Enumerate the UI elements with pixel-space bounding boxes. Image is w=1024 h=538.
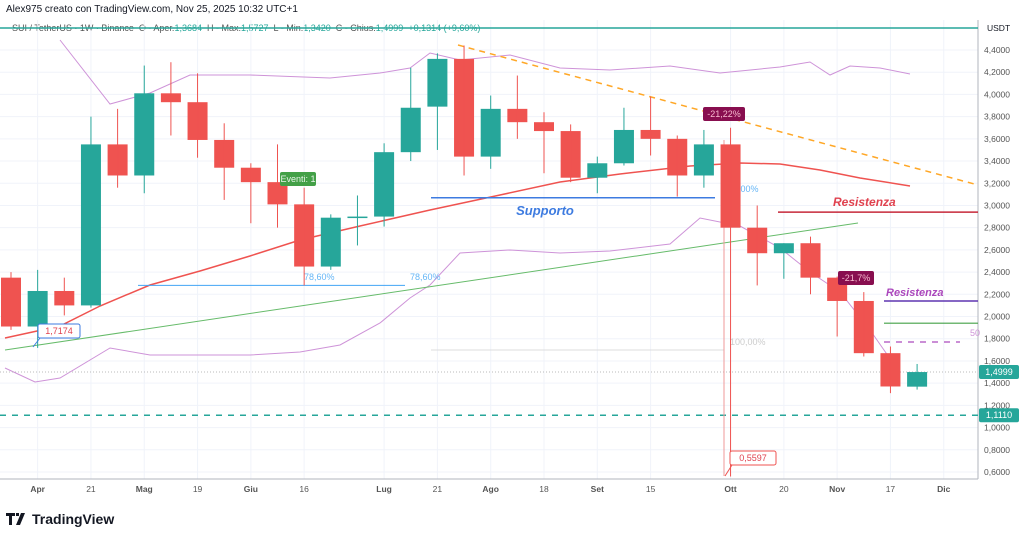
x-tick-label: Lug <box>376 484 392 494</box>
x-tick-label: Ago <box>482 484 499 494</box>
x-tick-label: Ott <box>724 484 736 494</box>
crash-low-tag: 0,5597 <box>729 450 777 466</box>
y-tick-label: 3,8000 <box>984 112 1010 122</box>
drop-label-2-box <box>838 271 874 285</box>
y-tick-label: 1,4000 <box>984 378 1010 388</box>
trendline-support <box>4 222 859 351</box>
low-price-tag: 1,7174 <box>37 323 81 339</box>
price-tag-box <box>979 365 1019 380</box>
bollinger-lower <box>4 217 901 383</box>
low-price-tag-box <box>37 323 81 339</box>
y-tick-label: 4,0000 <box>984 89 1010 99</box>
price-tag-text: 1,1110 <box>986 410 1012 420</box>
price-tag: 1,4999 <box>979 365 1019 380</box>
price-tag-box <box>979 408 1019 423</box>
resistance-label-1: Resistenza <box>833 195 896 209</box>
x-tick-label: 15 <box>646 484 656 494</box>
x-tick-label: 21 <box>433 484 443 494</box>
y-tick-label: 4,4000 <box>984 45 1010 55</box>
low-price-tag-text: 1,7174 <box>45 326 73 336</box>
crash-low-tag-text: 0,5597 <box>739 453 767 463</box>
chart-credit: Alex975 creato con TradingView.com, Nov … <box>6 4 298 15</box>
support-label: Supporto <box>516 203 574 218</box>
y-tick-label: 2,2000 <box>984 289 1010 299</box>
bollinger-upper <box>59 39 911 105</box>
x-tick-label: 17 <box>886 484 896 494</box>
drop-label-2: -21,7% <box>838 271 874 285</box>
fib-100-label: 100,00% <box>730 337 766 347</box>
price-axis-unit: USDT <box>987 23 1010 33</box>
drop-label-1: -21,22% <box>703 107 745 121</box>
low-tag-pointer <box>32 337 41 348</box>
y-tick-label: 3,6000 <box>984 134 1010 144</box>
crash-low-tag-box <box>729 450 777 466</box>
x-tick-label: Apr <box>30 484 45 494</box>
tradingview-logo-icon <box>6 513 25 525</box>
price-tag: 1,1110 <box>979 408 1019 423</box>
fib-50-label: 50 <box>970 328 980 338</box>
event-label-box <box>280 172 316 186</box>
y-tick-label: 2,0000 <box>984 312 1010 322</box>
fib-786-label: 78,60% <box>304 272 335 282</box>
y-tick-label: 1,8000 <box>984 334 1010 344</box>
crash-tag-pointer <box>724 464 733 477</box>
x-tick-label: 19 <box>193 484 203 494</box>
x-tick-label: 20 <box>779 484 789 494</box>
drop-label-2-text: -21,7% <box>842 273 871 283</box>
y-tick-label: 1,2000 <box>984 400 1010 410</box>
x-tick-label: 18 <box>539 484 549 494</box>
price-tag-text: 1,4999 <box>985 367 1013 377</box>
fib-0-label: 0,00% <box>733 184 759 194</box>
drop-label-1-box <box>703 107 745 121</box>
event-label: Eventi: 1 <box>280 172 316 186</box>
y-tick-label: 0,6000 <box>984 467 1010 477</box>
y-tick-label: 4,2000 <box>984 67 1010 77</box>
tradingview-logo[interactable]: TradingView <box>6 511 114 527</box>
x-tick-label: Dic <box>937 484 951 494</box>
moving-average <box>4 162 911 339</box>
x-tick-label: Set <box>591 484 604 494</box>
x-tick-label: Mag <box>136 484 153 494</box>
y-tick-label: 3,0000 <box>984 200 1010 210</box>
y-tick-label: 1,6000 <box>984 356 1010 366</box>
event-label-text: Eventi: 1 <box>280 174 315 184</box>
y-tick-label: 0,8000 <box>984 445 1010 455</box>
y-tick-label: 3,2000 <box>984 178 1010 188</box>
resistance-label-2: Resistenza <box>886 287 943 299</box>
drop-label-1-text: -21,22% <box>707 109 741 119</box>
y-tick-label: 2,6000 <box>984 245 1010 255</box>
x-tick-label: 16 <box>299 484 309 494</box>
fib-786-label: 78,60% <box>410 272 441 282</box>
x-tick-label: 21 <box>86 484 96 494</box>
y-tick-label: 1,0000 <box>984 423 1010 433</box>
y-tick-label: 2,8000 <box>984 223 1010 233</box>
y-tick-label: 3,4000 <box>984 156 1010 166</box>
logo-text: TradingView <box>32 511 115 527</box>
x-tick-label: Nov <box>829 484 845 494</box>
x-tick-label: Giu <box>244 484 258 494</box>
y-tick-label: 2,4000 <box>984 267 1010 277</box>
